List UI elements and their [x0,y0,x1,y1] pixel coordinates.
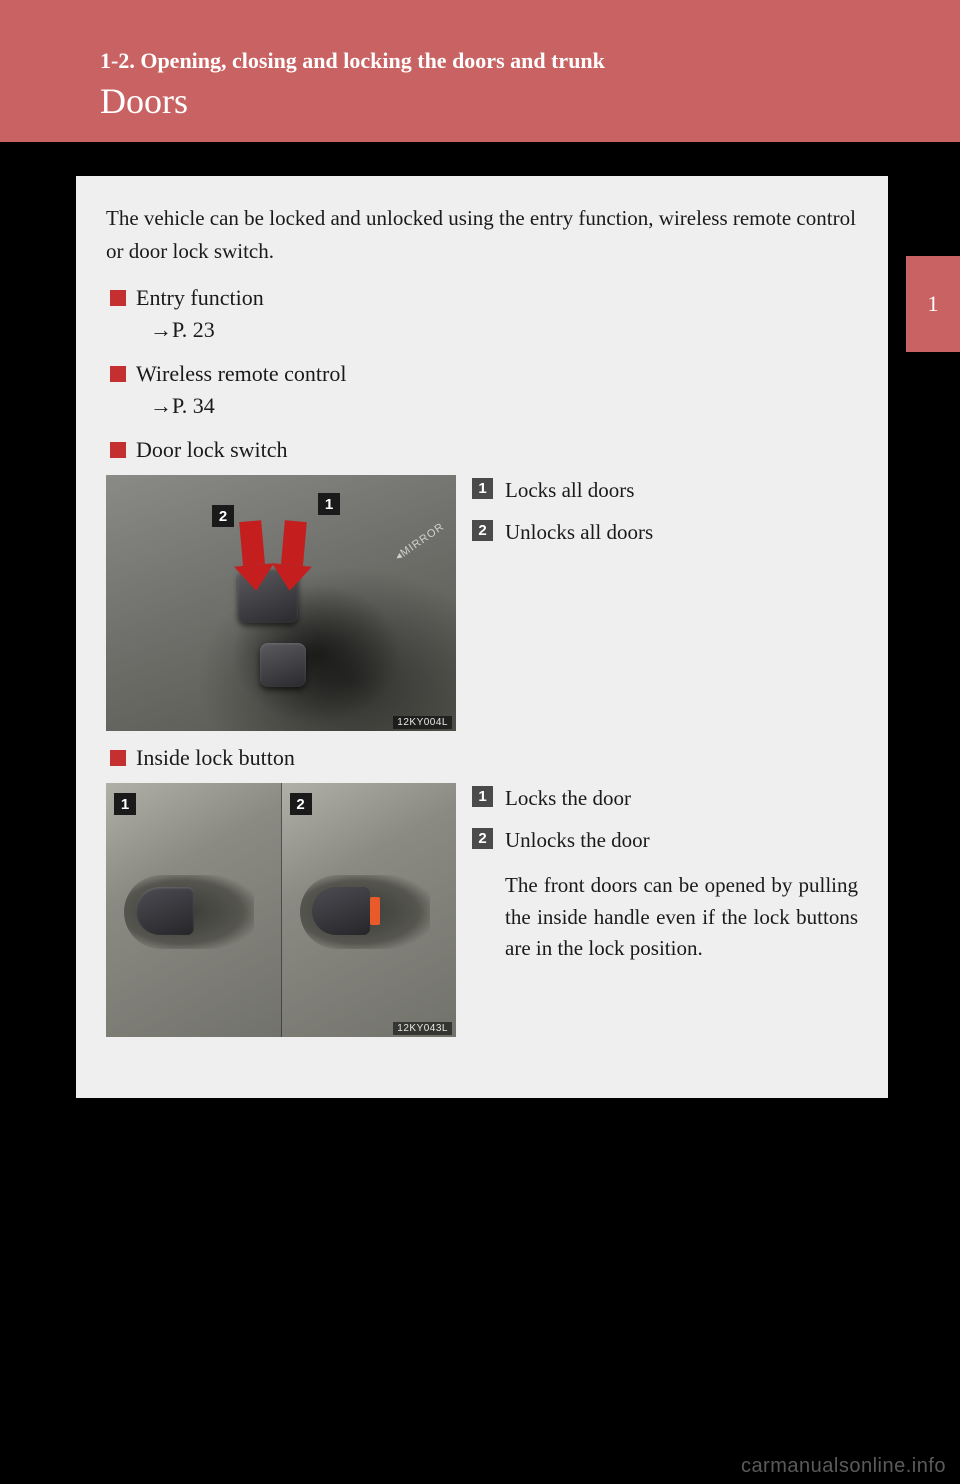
image-code: 12KY004L [393,716,452,729]
page-ref: →P. 34 [150,393,858,419]
arrow-icon: → [150,317,172,342]
inside-lock-button-illustration: 1 2 12KY043L [106,783,456,1037]
locked-state-panel: 1 [106,783,281,1037]
callout-badge: 2 [290,793,312,815]
desc-text: Locks the door [505,783,631,815]
bullet-icon [110,442,126,458]
section-label: Door lock switch [136,437,288,463]
desc-text: Locks all doors [505,475,634,507]
section-entry: Entry function →P. 23 [106,285,858,343]
figure-b-descriptions: 1 Locks the door 2 Unlocks the door The … [472,783,858,1037]
figure-a-descriptions: 1 Locks all doors 2 Unlocks all doors [472,475,858,731]
section-wireless: Wireless remote control →P. 34 [106,361,858,419]
door-lock-switch-illustration: ◂MIRROR 1 2 12KY004L [106,475,456,731]
section-label: Wireless remote control [136,361,346,387]
number-badge: 1 [472,786,493,807]
callout-badge: 1 [318,493,340,515]
desc-text: Unlocks the door [505,825,650,857]
bullet-row: Entry function [106,285,858,311]
side-tab-label: 1 [928,291,939,317]
desc-line: 2 Unlocks the door [472,825,858,857]
inside-handle-unlocked [312,887,370,935]
content-panel: The vehicle can be locked and unlocked u… [76,176,888,1098]
page-ref: →P. 23 [150,317,858,343]
chapter-side-tab: 1 [906,256,960,352]
header-band: 1-2. Opening, closing and locking the do… [0,0,960,142]
number-badge: 2 [472,520,493,541]
figure-row-b: 1 2 12KY043L 1 Locks the door [106,783,858,1037]
figure-b-container: 1 2 12KY043L [106,783,456,1037]
callout-badge: 1 [114,793,136,815]
desc-text: Unlocks all doors [505,517,653,549]
section-switch: Door lock switch ◂MIRROR 1 2 12KY004L [106,437,858,731]
watermark: carmanualsonline.info [741,1455,946,1478]
section-inside: Inside lock button 1 2 [106,745,858,1037]
unlock-indicator-icon [370,897,380,925]
desc-paragraph: The front doors can be opened by pulling… [505,870,858,965]
section-label: Entry function [136,285,264,311]
desc-line: 2 Unlocks all doors [472,517,858,549]
page-ref-text: P. 23 [172,317,215,342]
inside-handle-locked [136,887,194,935]
callout-badge: 2 [212,505,234,527]
arrow-icon: → [150,393,172,418]
number-badge: 2 [472,828,493,849]
figure-a-container: ◂MIRROR 1 2 12KY004L [106,475,456,731]
bullet-icon [110,750,126,766]
bullet-row: Door lock switch [106,437,858,463]
aux-switch [260,643,306,687]
intro-text: The vehicle can be locked and unlocked u… [106,202,858,267]
figure-row-a: ◂MIRROR 1 2 12KY004L 1 Locks all doors 2… [106,475,858,731]
bullet-icon [110,366,126,382]
image-code: 12KY043L [393,1022,452,1035]
bullet-icon [110,290,126,306]
page-title: Doors [100,80,960,122]
bullet-row: Inside lock button [106,745,858,771]
desc-line: 1 Locks all doors [472,475,858,507]
desc-line: 1 Locks the door [472,783,858,815]
unlocked-state-panel: 2 [281,783,457,1037]
bullet-row: Wireless remote control [106,361,858,387]
number-badge: 1 [472,478,493,499]
section-number: 1-2. Opening, closing and locking the do… [100,48,960,74]
page-ref-text: P. 34 [172,393,215,418]
section-label: Inside lock button [136,745,295,771]
